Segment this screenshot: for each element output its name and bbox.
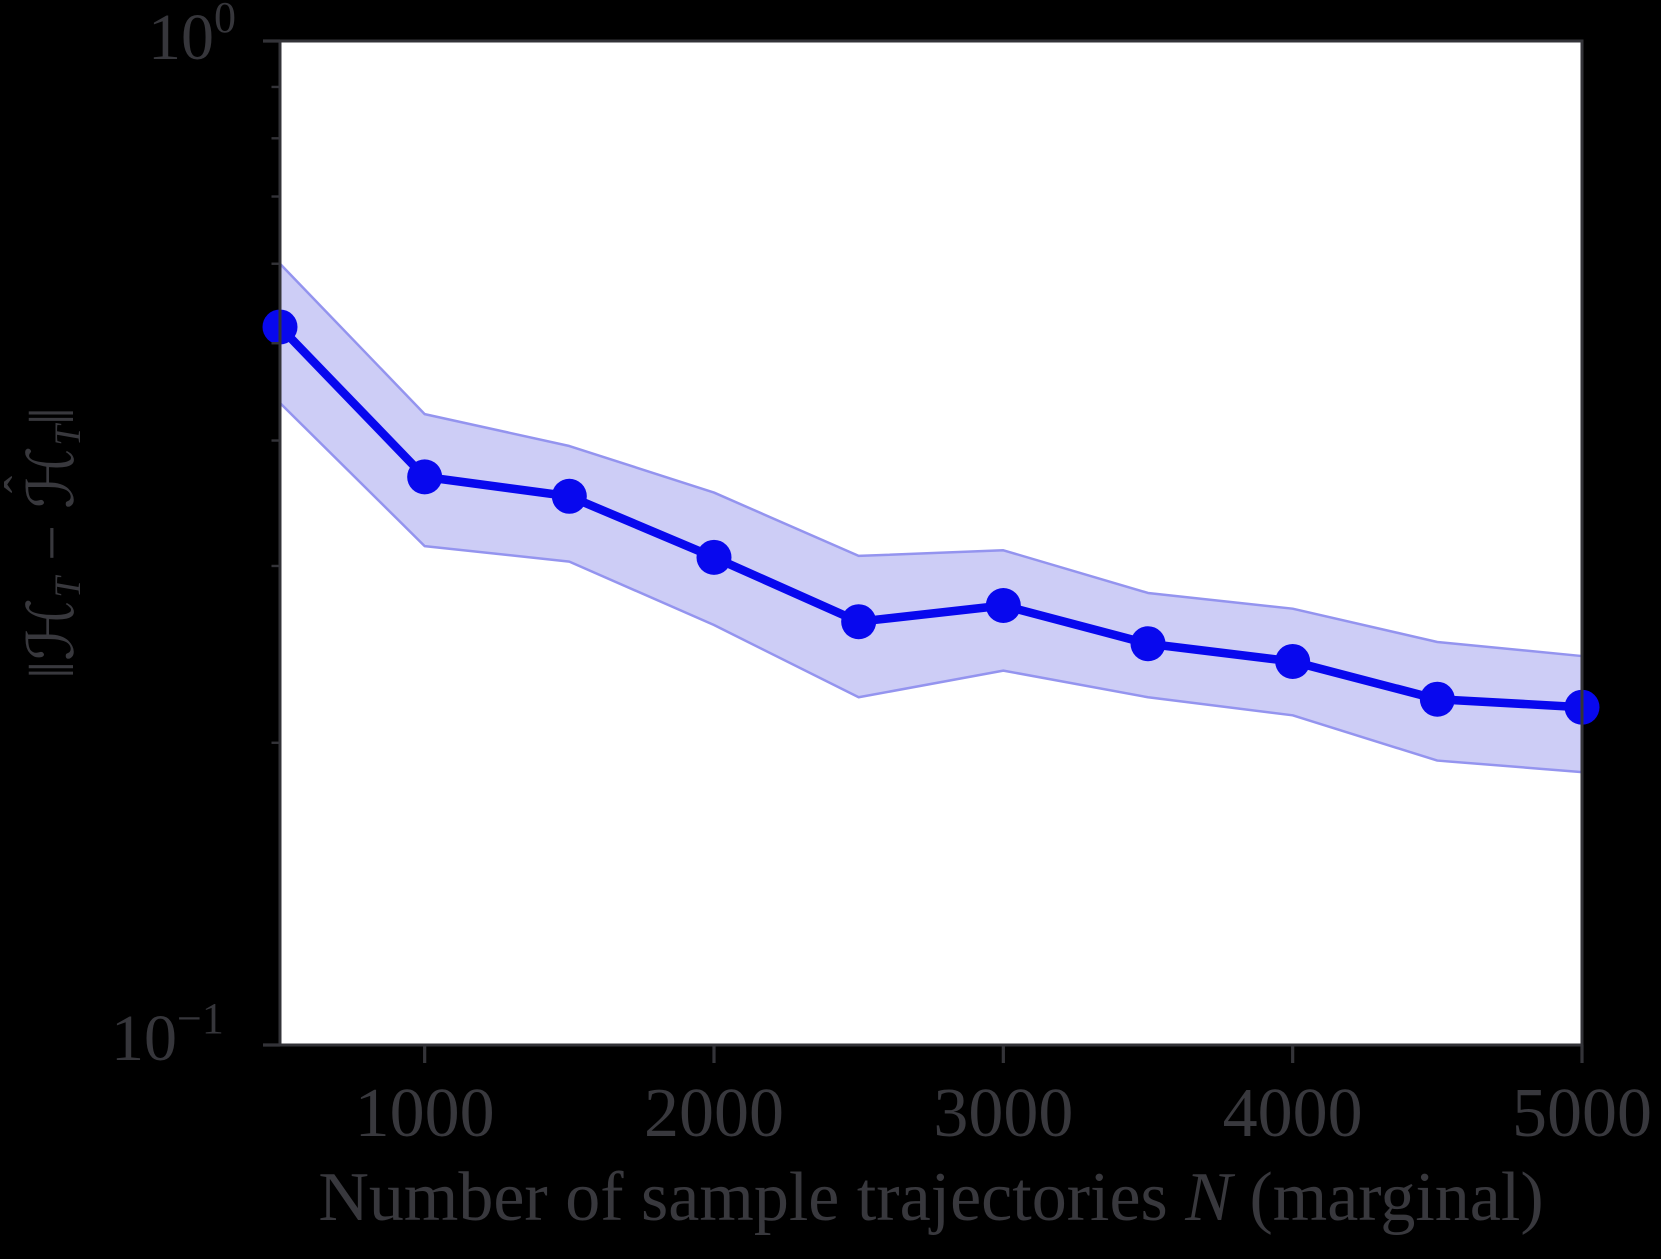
mean-line [275, 322, 1587, 712]
data-point-marker [841, 604, 877, 640]
axes-spines [278, 39, 1584, 1047]
x-tick-label: 4000 [1223, 1075, 1363, 1152]
x-tick-label: 3000 [933, 1075, 1073, 1152]
x-tick-label: 1000 [355, 1075, 495, 1152]
data-markers [262, 309, 1600, 725]
x-axis-label-variable: N [1185, 1159, 1232, 1236]
y-tick-label-bottom: 10−1 [111, 994, 224, 1075]
axis-ticks [263, 39, 1584, 1063]
x-tick-label: 2000 [644, 1075, 784, 1152]
y-axis-label: ‖ℋT − ℋ ˆ T‖ [0, 407, 89, 679]
x-axis-label-text: Number of sample trajectories [318, 1159, 1186, 1236]
data-point-marker [1130, 626, 1166, 662]
y-tick-label-top: 100 [148, 0, 236, 74]
data-line [275, 322, 1587, 712]
data-point-marker [551, 478, 587, 514]
x-axis-label-suffix: (marginal) [1231, 1159, 1544, 1236]
hat-accent: ˆ [0, 475, 53, 494]
x-tick-labels: 1000 2000 3000 4000 5000 [355, 1075, 1652, 1152]
x-tick-label: 5000 [1512, 1075, 1652, 1152]
x-axis-label: Number of sample trajectories N (margina… [318, 1163, 1543, 1233]
data-point-marker [1275, 643, 1311, 679]
data-point-marker [1419, 681, 1455, 717]
data-point-marker [407, 459, 443, 495]
data-point-marker [985, 587, 1021, 623]
data-point-marker [696, 539, 732, 575]
